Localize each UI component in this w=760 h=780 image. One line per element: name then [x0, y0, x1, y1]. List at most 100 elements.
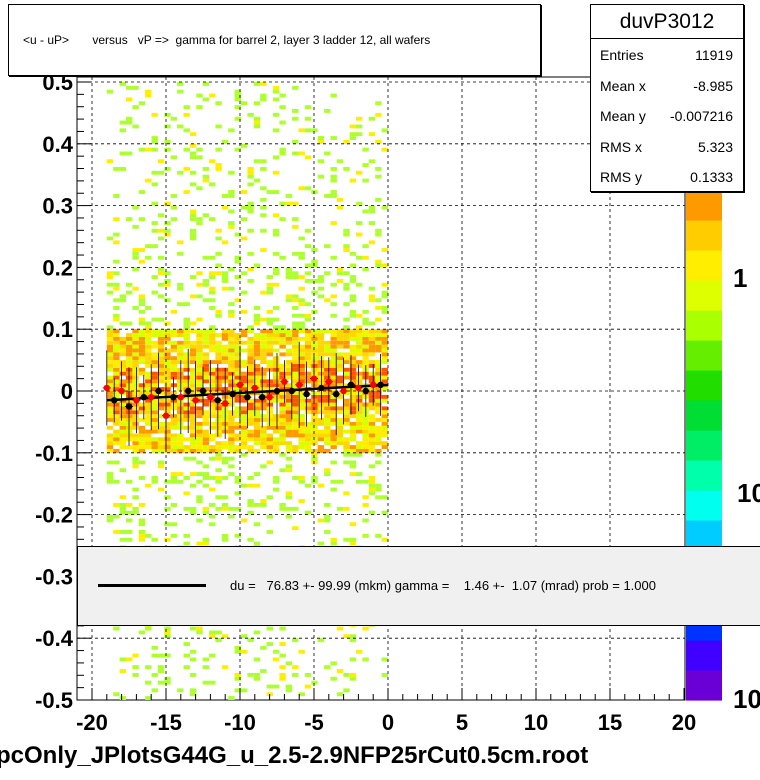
- heatmap-cell: [138, 190, 146, 194]
- heatmap-cell: [298, 336, 305, 341]
- heatmap-cell: [368, 344, 376, 349]
- heatmap-cell: [119, 360, 126, 364]
- heatmap-cell: [292, 421, 299, 426]
- heatmap-cell: [183, 414, 190, 419]
- heatmap-cell: [126, 290, 133, 295]
- heatmap-cell: [368, 464, 376, 469]
- heatmap-cell: [241, 418, 248, 422]
- heatmap-cell: [368, 379, 376, 384]
- heatmap-cell: [273, 367, 280, 372]
- heatmap-cell: [273, 414, 280, 419]
- heatmap-cell: [228, 514, 235, 519]
- heatmap-cell: [119, 425, 126, 430]
- heatmap-cell: [215, 251, 222, 256]
- heatmap-cell: [119, 441, 126, 446]
- heatmap-cell: [292, 506, 299, 511]
- heatmap-cell: [349, 136, 357, 140]
- heatmap-cell: [253, 306, 261, 310]
- heatmap-cell: [356, 313, 363, 318]
- heatmap-cell: [113, 371, 120, 376]
- heatmap-cell: [343, 228, 350, 233]
- heatmap-cell: [164, 522, 171, 527]
- heatmap-cell: [202, 433, 210, 438]
- heatmap-cell: [132, 352, 139, 357]
- heatmap-cell: [304, 128, 312, 133]
- heatmap-cell: [349, 437, 357, 442]
- heatmap-cell: [189, 510, 197, 515]
- heatmap-cell: [311, 452, 318, 457]
- heatmap-cell: [138, 367, 146, 372]
- heatmap-cell: [343, 398, 350, 403]
- heatmap-cell: [311, 421, 318, 426]
- heatmap-cell: [196, 541, 203, 546]
- heatmap-cell: [126, 344, 133, 349]
- heatmap-cell: [234, 360, 241, 364]
- profile-black-point: [125, 403, 133, 410]
- heatmap-cell: [234, 147, 241, 152]
- heatmap-cell: [381, 429, 388, 434]
- heatmap-cell: [260, 406, 267, 411]
- heatmap-cell: [164, 333, 171, 337]
- color-scale-band: [686, 430, 722, 461]
- heatmap-cell: [170, 406, 178, 411]
- heatmap-cell: [349, 367, 357, 372]
- profile-red-point: [103, 384, 111, 392]
- heatmap-cell: [113, 394, 120, 399]
- heatmap-cell: [157, 371, 165, 376]
- heatmap-cell: [343, 333, 350, 337]
- heatmap-cell: [279, 437, 286, 442]
- heatmap-cell: [375, 394, 382, 399]
- heatmap-cell: [215, 124, 222, 129]
- heatmap-cell: [228, 387, 235, 391]
- heatmap-cell: [260, 213, 267, 218]
- heatmap-cell: [170, 533, 178, 538]
- heatmap-cell: [273, 282, 280, 287]
- heatmap-cell: [375, 441, 382, 446]
- heatmap-cell: [324, 425, 331, 430]
- heatmap-cell: [343, 375, 350, 380]
- heatmap-cell: [157, 375, 165, 380]
- heatmap-cell: [279, 506, 286, 511]
- heatmap-cell: [273, 657, 280, 662]
- heatmap-cell: [362, 267, 369, 272]
- heatmap-cell: [183, 425, 190, 430]
- heatmap-cell: [228, 448, 235, 453]
- profile-black-point: [214, 397, 221, 404]
- heatmap-cell: [247, 167, 254, 171]
- heatmap-cell: [228, 429, 235, 434]
- heatmap-cell: [317, 448, 325, 453]
- heatmap-cell: [196, 387, 203, 391]
- heatmap-cell: [189, 340, 197, 345]
- heatmap-cell: [253, 676, 261, 681]
- heatmap-cell: [209, 159, 216, 164]
- heatmap-cell: [260, 429, 267, 434]
- heatmap-cell: [183, 333, 190, 337]
- heatmap-cell: [189, 506, 197, 511]
- heatmap-cell: [183, 352, 190, 357]
- heatmap-cell: [202, 464, 210, 469]
- heatmap-cell: [253, 483, 261, 488]
- heatmap-cell: [356, 391, 363, 395]
- heatmap-cell: [260, 344, 267, 349]
- heatmap-cell: [138, 503, 146, 507]
- heatmap-cell: [298, 649, 305, 654]
- heatmap-cell: [132, 105, 139, 110]
- heatmap-cell: [183, 418, 190, 422]
- heatmap-cell: [381, 394, 388, 399]
- heatmap-cell: [221, 205, 229, 210]
- heatmap-cell: [221, 360, 229, 364]
- heatmap-cell: [202, 375, 210, 380]
- heatmap-cell: [292, 116, 299, 121]
- heatmap-cell: [113, 375, 120, 380]
- heatmap-cell: [311, 263, 318, 268]
- heatmap-cell: [356, 406, 363, 411]
- heatmap-cell: [234, 298, 241, 303]
- heatmap-cell: [356, 452, 363, 457]
- heatmap-cell: [164, 112, 171, 117]
- heatmap-cell: [330, 394, 337, 399]
- heatmap-cell: [202, 441, 210, 446]
- heatmap-cell: [157, 445, 165, 449]
- heatmap-cell: [362, 348, 369, 353]
- heatmap-cell: [241, 425, 248, 430]
- heatmap-cell: [209, 182, 216, 187]
